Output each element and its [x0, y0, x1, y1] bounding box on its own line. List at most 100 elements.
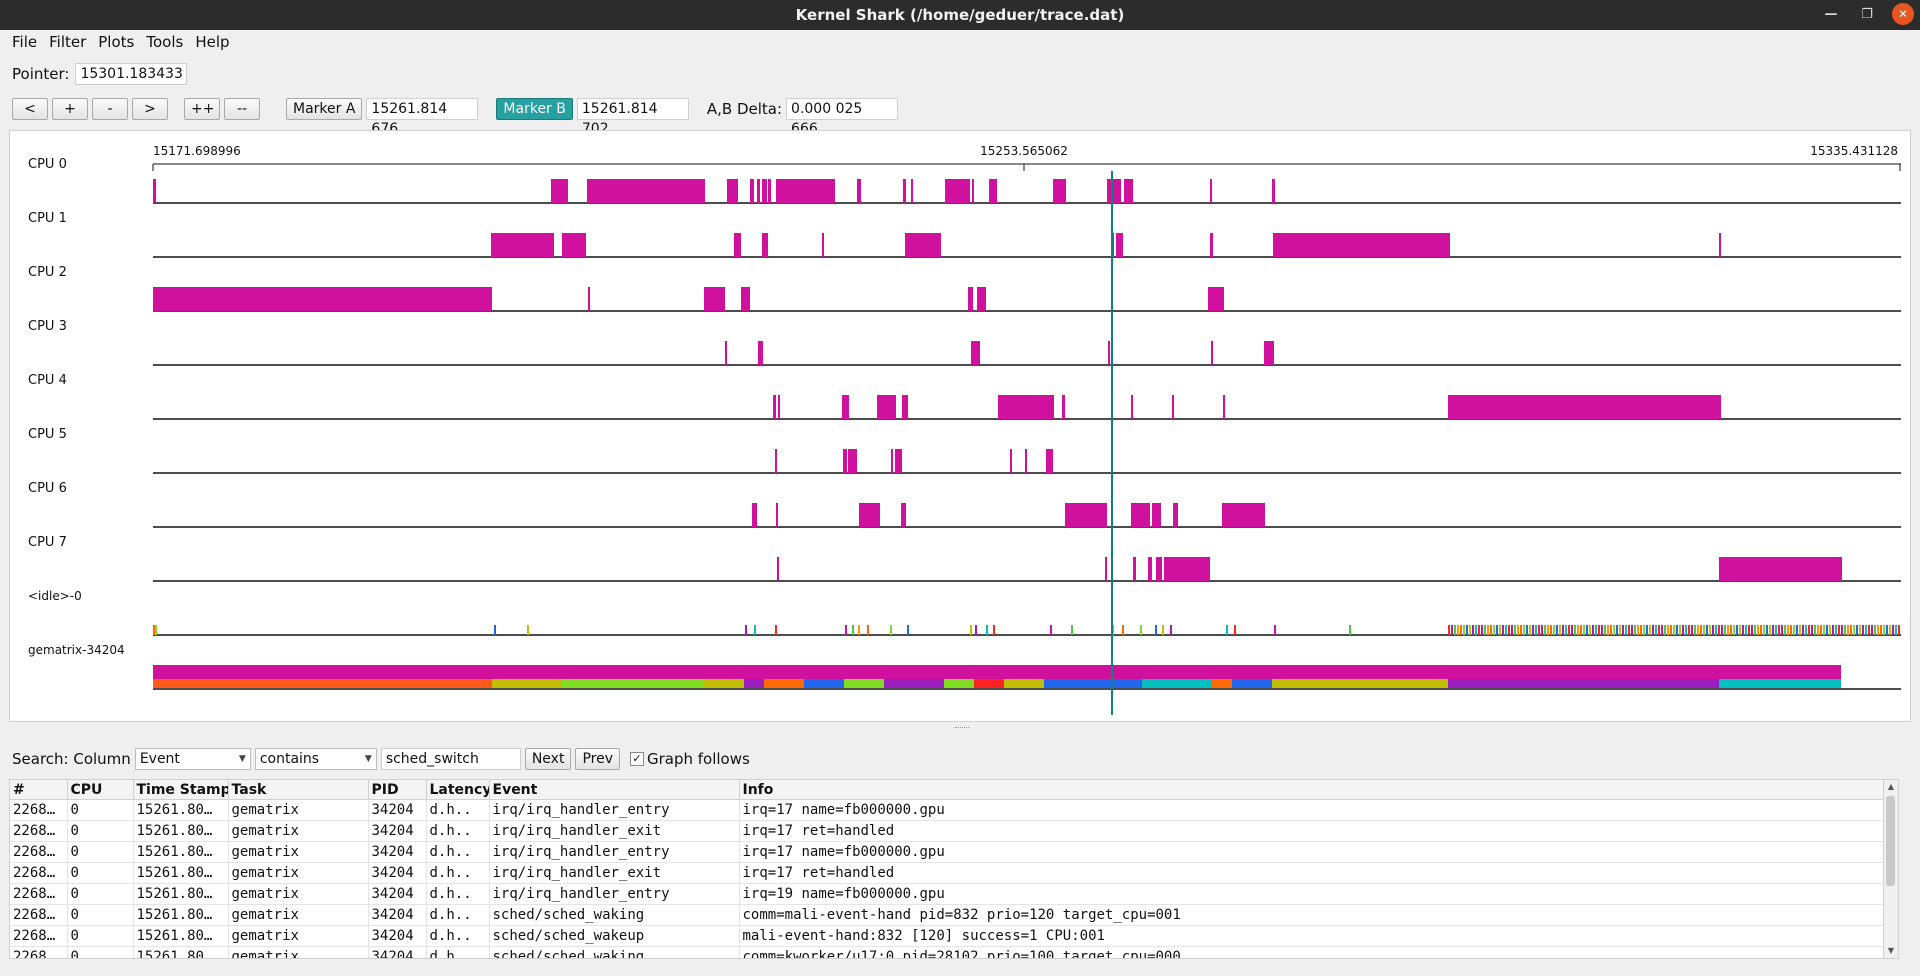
- idle-event-tick[interactable]: [1568, 625, 1570, 635]
- cpu-activity-bar[interactable]: [734, 233, 741, 257]
- task-cpu-segment[interactable]: [153, 679, 492, 688]
- idle-event-tick[interactable]: [1790, 625, 1792, 635]
- cpu-activity-bar[interactable]: [1208, 287, 1224, 311]
- idle-event-tick[interactable]: [1670, 625, 1672, 635]
- idle-event-tick[interactable]: [1700, 625, 1702, 635]
- idle-event-tick[interactable]: [1718, 625, 1720, 635]
- idle-event-tick[interactable]: [1769, 625, 1771, 635]
- search-mode-select[interactable]: contains ▼: [254, 748, 377, 770]
- idle-event-tick[interactable]: [858, 625, 860, 635]
- cpu-activity-bar[interactable]: [1046, 449, 1053, 473]
- idle-event-tick[interactable]: [1691, 625, 1693, 635]
- idle-event-tick[interactable]: [986, 625, 988, 635]
- table-row[interactable]: 2268… 0 15261.80… gematrix 34204 d.h.. irq/irq…: [10, 841, 1898, 863]
- idle-event-tick[interactable]: [1583, 625, 1585, 635]
- menu-tools[interactable]: Tools: [146, 33, 184, 51]
- idle-event-tick[interactable]: [1811, 625, 1813, 635]
- cpu-activity-bar[interactable]: [1107, 179, 1121, 203]
- cpu-activity-bar[interactable]: [1164, 557, 1210, 581]
- menu-file[interactable]: File: [12, 33, 38, 51]
- cpu-activity-bar[interactable]: [1272, 179, 1275, 203]
- idle-event-tick[interactable]: [1823, 625, 1825, 635]
- cpu-activity-bar[interactable]: [750, 179, 754, 203]
- cpu-activity-bar[interactable]: [757, 179, 760, 203]
- idle-event-tick[interactable]: [1715, 625, 1717, 635]
- idle-event-tick[interactable]: [1880, 625, 1882, 635]
- idle-event-tick[interactable]: [1155, 625, 1157, 635]
- cpu-activity-bar[interactable]: [905, 233, 941, 257]
- idle-event-tick[interactable]: [1805, 625, 1807, 635]
- idle-event-tick[interactable]: [1829, 625, 1831, 635]
- col-header-index[interactable]: #: [10, 780, 68, 800]
- marker-b-button[interactable]: Marker B: [496, 98, 573, 120]
- cpu-activity-bar[interactable]: [491, 233, 554, 257]
- idle-event-tick[interactable]: [1349, 625, 1351, 635]
- idle-event-tick[interactable]: [1170, 625, 1172, 635]
- scroll-right-button[interactable]: >: [132, 98, 168, 120]
- idle-event-tick[interactable]: [867, 625, 869, 635]
- search-prev-button[interactable]: Prev: [575, 748, 620, 770]
- cpu-activity-bar[interactable]: [153, 287, 492, 311]
- cpu-activity-bar[interactable]: [1719, 233, 1721, 257]
- cpu-activity-bar[interactable]: [741, 287, 750, 311]
- idle-event-tick[interactable]: [1772, 625, 1774, 635]
- idle-event-tick[interactable]: [1226, 625, 1228, 635]
- cpu-activity-bar[interactable]: [902, 395, 908, 419]
- table-row[interactable]: 2268… 0 15261.80… gematrix 34204 d.h.. sched/s…: [10, 904, 1898, 926]
- idle-event-tick[interactable]: [1502, 625, 1504, 635]
- task-cpu-segment[interactable]: [628, 679, 704, 688]
- task-cpu-segment[interactable]: [704, 679, 744, 688]
- task-cpu-segment[interactable]: [844, 679, 884, 688]
- cpu-activity-bar[interactable]: [848, 449, 857, 473]
- task-cpu-segment[interactable]: [1112, 679, 1142, 688]
- idle-event-tick[interactable]: [1637, 625, 1639, 635]
- idle-event-tick[interactable]: [1832, 625, 1834, 635]
- idle-event-tick[interactable]: [1679, 625, 1681, 635]
- idle-event-tick[interactable]: [1466, 625, 1468, 635]
- cpu-activity-bar[interactable]: [1210, 233, 1213, 257]
- cpu-activity-bar[interactable]: [153, 179, 156, 203]
- task-cpu-segment[interactable]: [1232, 679, 1272, 688]
- idle-event-tick[interactable]: [1592, 625, 1594, 635]
- cpu-activity-bar[interactable]: [1105, 557, 1107, 581]
- cpu-activity-bar[interactable]: [968, 287, 973, 311]
- idle-event-tick[interactable]: [1853, 625, 1855, 635]
- timeline-plot[interactable]: 15171.698996 15253.565062 15335.431128 C…: [9, 130, 1911, 722]
- idle-event-tick[interactable]: [1766, 625, 1768, 635]
- task-cpu-segment[interactable]: [974, 679, 1004, 688]
- checkbox-checked-icon[interactable]: ✓: [629, 752, 644, 766]
- idle-event-tick[interactable]: [754, 625, 756, 635]
- idle-event-tick[interactable]: [155, 625, 157, 635]
- idle-event-tick[interactable]: [1511, 625, 1513, 635]
- idle-event-tick[interactable]: [1784, 625, 1786, 635]
- menu-filter[interactable]: Filter: [49, 33, 87, 51]
- idle-event-tick[interactable]: [1556, 625, 1558, 635]
- idle-event-tick[interactable]: [1574, 625, 1576, 635]
- col-header-timestamp[interactable]: Time Stamp: [133, 780, 229, 800]
- cpu-activity-bar[interactable]: [1223, 395, 1225, 419]
- idle-event-tick[interactable]: [1535, 625, 1537, 635]
- idle-event-tick[interactable]: [1898, 625, 1900, 635]
- idle-event-tick[interactable]: [1478, 625, 1480, 635]
- idle-event-tick[interactable]: [775, 625, 777, 635]
- idle-event-tick[interactable]: [1526, 625, 1528, 635]
- idle-event-tick[interactable]: [1457, 625, 1459, 635]
- task-cpu-segment[interactable]: [804, 679, 844, 688]
- idle-event-tick[interactable]: [745, 625, 747, 635]
- cpu-activity-bar[interactable]: [903, 179, 906, 203]
- cpu-activity-bar[interactable]: [758, 341, 763, 365]
- idle-event-tick[interactable]: [1802, 625, 1804, 635]
- idle-event-tick[interactable]: [1709, 625, 1711, 635]
- idle-event-tick[interactable]: [1850, 625, 1852, 635]
- idle-event-tick[interactable]: [1451, 625, 1453, 635]
- marker-a-button[interactable]: Marker A: [286, 98, 363, 120]
- idle-event-tick[interactable]: [1532, 625, 1534, 635]
- idle-event-tick[interactable]: [1664, 625, 1666, 635]
- idle-event-tick[interactable]: [1778, 625, 1780, 635]
- idle-event-tick[interactable]: [527, 625, 529, 635]
- idle-event-tick[interactable]: [1847, 625, 1849, 635]
- idle-event-tick[interactable]: [153, 625, 155, 635]
- idle-event-tick[interactable]: [1763, 625, 1765, 635]
- idle-event-tick[interactable]: [1577, 625, 1579, 635]
- cpu-activity-bar[interactable]: [1210, 179, 1212, 203]
